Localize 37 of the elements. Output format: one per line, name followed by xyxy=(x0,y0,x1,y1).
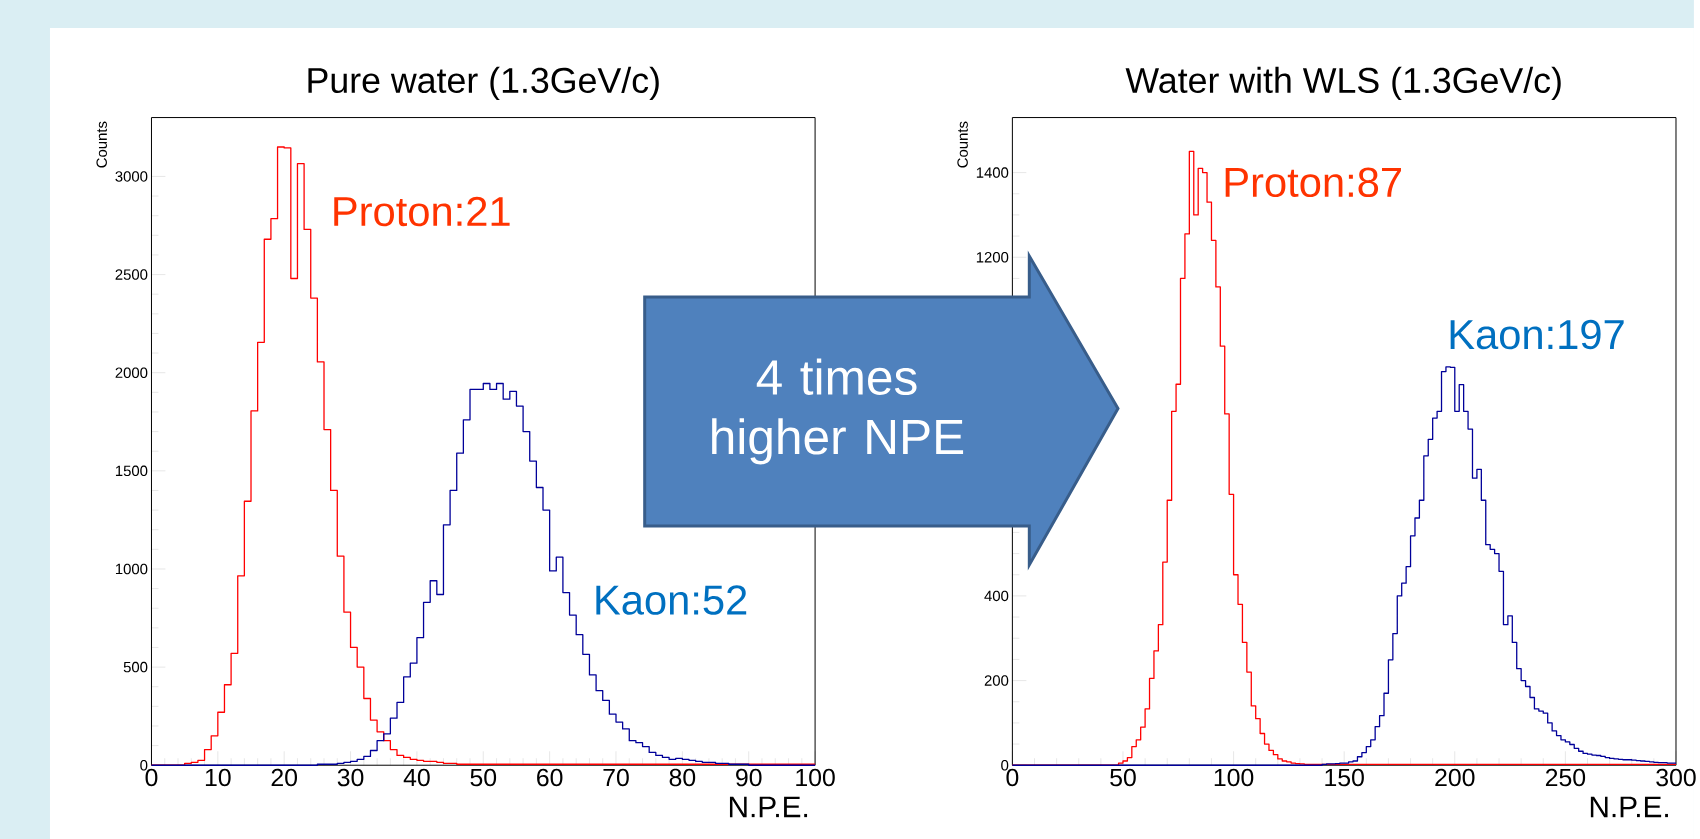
x-tick-label: 300 xyxy=(1656,768,1696,787)
x-tick-label: 80 xyxy=(669,768,696,787)
y-axis-title: Counts xyxy=(957,121,968,168)
annotation: Kaon:52 xyxy=(596,585,747,615)
y-tick-label: 1000 xyxy=(115,563,148,575)
x-tick-label: 30 xyxy=(337,768,364,787)
y-tick-label: 2500 xyxy=(115,269,148,280)
x-tick-label: 250 xyxy=(1545,768,1586,787)
annotation: Kaon:197 xyxy=(1450,319,1624,350)
y-tick-label: 200 xyxy=(984,675,1009,686)
chart-title: Pure water (1.3GeV/c) xyxy=(308,66,659,101)
annotation: Proton:21 xyxy=(334,196,510,227)
x-axis-title: N.P.E. xyxy=(1590,796,1668,818)
y-tick-label: 2000 xyxy=(115,367,148,378)
x-tick-label: 10 xyxy=(205,768,231,787)
y-tick-label: 400 xyxy=(984,590,1009,602)
y-tick-label: 1200 xyxy=(976,251,1009,263)
annotation: 4 times higher NPE xyxy=(712,358,964,465)
y-tick-label: 500 xyxy=(123,661,148,673)
x-tick-label: 150 xyxy=(1325,768,1364,787)
x-tick-label: 60 xyxy=(537,768,563,787)
x-tick-label: 50 xyxy=(470,768,497,787)
x-tick-label: 40 xyxy=(403,768,430,787)
x-tick-label: 100 xyxy=(1214,768,1254,787)
x-tick-label: 90 xyxy=(736,768,762,787)
annotation: Proton:87 xyxy=(1225,167,1401,198)
x-tick-label: 100 xyxy=(796,768,835,787)
x-tick-label: 200 xyxy=(1435,768,1475,787)
y-tick-label: 3000 xyxy=(115,171,148,182)
y-axis-title: Counts xyxy=(96,121,107,168)
chart-title: Water with WLS (1.3GeV/c) xyxy=(1125,66,1561,101)
x-tick-label: 50 xyxy=(1110,768,1136,787)
x-tick-label: 20 xyxy=(271,768,298,787)
x-axis-title: N.P.E. xyxy=(729,796,808,818)
y-tick-label: 1400 xyxy=(976,167,1009,178)
y-tick-label: 1500 xyxy=(115,465,148,477)
x-tick-label: 70 xyxy=(603,768,629,787)
